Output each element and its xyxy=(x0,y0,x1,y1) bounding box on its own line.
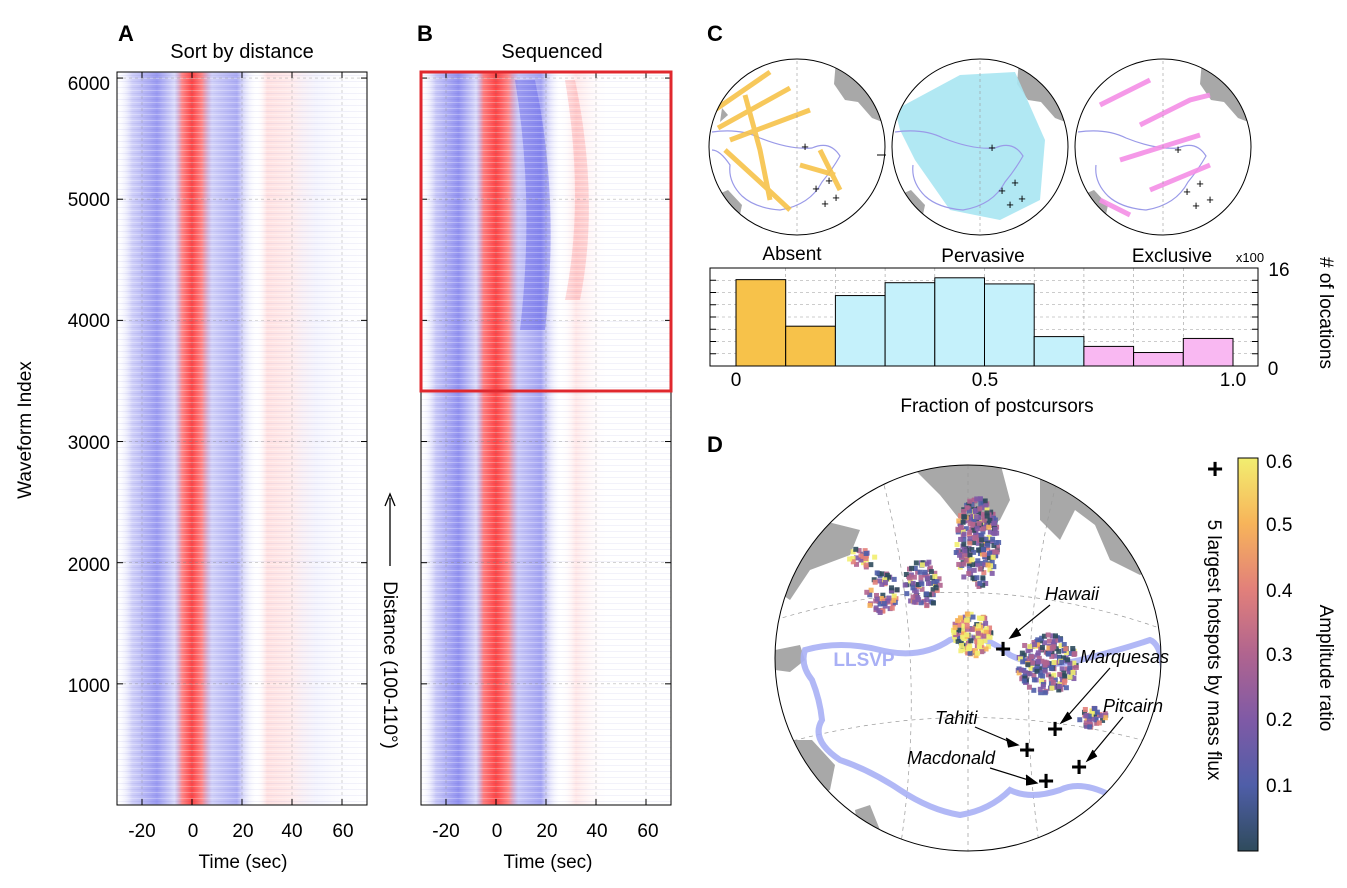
x-tick-b-60: 60 xyxy=(637,821,658,842)
label-absent: Absent xyxy=(762,244,822,265)
globe-pervasive: +++++ xyxy=(891,58,1069,236)
x-axis-ticks-a: -20 0 20 40 60 xyxy=(128,821,353,842)
cbar-tick-01: 0.1 xyxy=(1266,776,1292,797)
hist-xtick-1: 1.0 xyxy=(1220,370,1246,391)
svg-text:+: + xyxy=(1192,198,1200,213)
hotspot-label-tahiti: Tahiti xyxy=(935,708,978,728)
hist-ylabel: # of locations xyxy=(1315,257,1336,369)
globe-absent: +++++ xyxy=(708,58,886,236)
cbar-tick-02: 0.2 xyxy=(1266,710,1292,731)
x-tick-a-neg20: -20 xyxy=(128,821,155,842)
histogram-bar xyxy=(1083,345,1135,367)
panel-d-letter: D xyxy=(707,432,723,457)
x-tick-b-neg20: -20 xyxy=(432,821,459,842)
histogram-bar xyxy=(735,279,787,367)
axes-a-frame xyxy=(116,71,368,806)
distance-label: Distance (100-110°) xyxy=(379,581,400,749)
label-exclusive: Exclusive xyxy=(1132,246,1212,267)
x-tick-b-40: 40 xyxy=(586,821,607,842)
histogram-bar xyxy=(884,282,936,367)
svg-text:+: + xyxy=(825,173,833,188)
label-pervasive: Pervasive xyxy=(941,246,1024,267)
cbar-tick-06: 0.6 xyxy=(1266,452,1292,473)
svg-text:+: + xyxy=(821,196,829,211)
histogram xyxy=(709,267,1259,367)
x-axis-ticks-b: -20 0 20 40 60 xyxy=(432,821,658,842)
hotspot-markers: + + + + + Hawaii Marquesas Tahiti Pitcai… xyxy=(907,584,1169,796)
hotspot-label-pitcairn: Pitcairn xyxy=(1103,696,1163,716)
grid-a xyxy=(117,72,367,805)
panel-c-letter: C xyxy=(707,21,723,46)
panel-a-title: Sort by distance xyxy=(170,41,313,63)
histogram-bar xyxy=(785,325,836,367)
y-tick-5000: 5000 xyxy=(68,190,110,211)
svg-text:+: + xyxy=(1174,142,1182,157)
hist-ytick-16: 16 xyxy=(1268,260,1289,281)
svg-text:+: + xyxy=(1006,197,1014,212)
x-tick-a-40: 40 xyxy=(281,821,302,842)
colorbar-label: Amplitude ratio xyxy=(1315,605,1336,732)
grid-b xyxy=(421,72,671,805)
x-label-b: Time (sec) xyxy=(503,852,592,873)
svg-text:+: + xyxy=(1018,191,1026,206)
y-axis-ticks-a: 6000 5000 4000 3000 2000 1000 xyxy=(68,74,110,697)
svg-text:+: + xyxy=(801,139,809,154)
panel-b-title: Sequenced xyxy=(501,41,602,63)
y-tick-3000: 3000 xyxy=(68,433,110,454)
hotspot-label-hawaii: Hawaii xyxy=(1045,584,1100,604)
svg-text:+: + xyxy=(988,140,996,155)
cbar-tick-05: 0.5 xyxy=(1266,515,1292,536)
x-tick-b-0: 0 xyxy=(492,821,503,842)
histogram-bar xyxy=(1133,352,1184,367)
axis-multiplier: x100 xyxy=(1236,250,1264,265)
legend-hotspot-text: 5 largest hotspots by mass flux xyxy=(1203,520,1224,781)
svg-text:+: + xyxy=(998,183,1006,198)
histogram-bar xyxy=(1182,337,1234,367)
cbar-tick-03: 0.3 xyxy=(1266,645,1292,666)
hotspot-marker-tahiti: + xyxy=(1019,734,1035,765)
histogram-bar xyxy=(834,295,886,367)
y-tick-6000: 6000 xyxy=(68,74,110,95)
hotspot-marker-pitcairn: + xyxy=(1071,751,1087,782)
x-tick-b-20: 20 xyxy=(536,821,557,842)
waveform-ylabel: Waveform Index xyxy=(15,361,36,499)
x-label-a: Time (sec) xyxy=(198,852,287,873)
cbar-tick-04: 0.4 xyxy=(1266,581,1293,602)
x-tick-a-60: 60 xyxy=(332,821,353,842)
hotspot-marker-macdonald: + xyxy=(1038,765,1054,796)
panel-a-letter: A xyxy=(118,21,134,46)
hist-xlabel: Fraction of postcursors xyxy=(900,396,1093,417)
svg-text:+: + xyxy=(1183,184,1191,199)
svg-text:+: + xyxy=(1011,175,1019,190)
legend-hotspot-symbol: + xyxy=(1207,453,1223,484)
hotspot-marker-marquesas: + xyxy=(1047,713,1063,744)
hist-ytick-0: 0 xyxy=(1268,359,1279,380)
colorbar xyxy=(1237,457,1259,852)
globe-exclusive: +++++ xyxy=(1074,58,1252,236)
histogram-bar xyxy=(984,283,1035,367)
hotspot-label-macdonald: Macdonald xyxy=(907,748,996,768)
hotspot-label-marquesas: Marquesas xyxy=(1080,647,1169,667)
hist-xtick-05: 0.5 xyxy=(972,370,998,391)
y-tick-1000: 1000 xyxy=(68,676,110,697)
distance-arrowhead-icon xyxy=(384,492,396,507)
svg-text:+: + xyxy=(812,181,820,196)
panel-b-letter: B xyxy=(417,21,433,46)
y-tick-2000: 2000 xyxy=(68,555,110,576)
highlight-box xyxy=(419,70,673,393)
y-tick-4000: 4000 xyxy=(68,311,110,332)
svg-text:+: + xyxy=(1206,192,1214,207)
llsvp-label: LLSVP xyxy=(833,650,895,671)
colorbar-ticks: 0.6 0.5 0.4 0.3 0.2 0.1 xyxy=(1266,452,1293,797)
x-tick-a-20: 20 xyxy=(232,821,253,842)
histogram-bar xyxy=(934,277,985,367)
histogram-bar xyxy=(1033,336,1085,367)
svg-text:+: + xyxy=(1196,176,1204,191)
svg-text:+: + xyxy=(832,190,840,205)
x-tick-a-0: 0 xyxy=(188,821,199,842)
hist-xtick-0: 0 xyxy=(731,370,742,391)
hotspot-marker-hawaii: + xyxy=(995,633,1011,664)
